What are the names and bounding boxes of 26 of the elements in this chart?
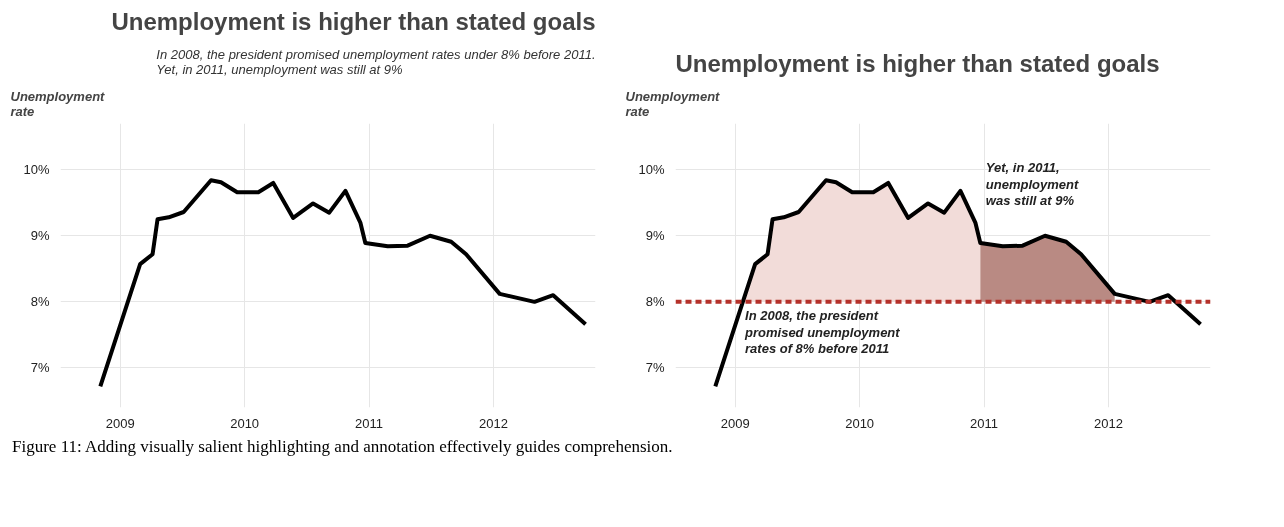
y-tick-label: 9% (645, 228, 665, 244)
x-tick-label: 2011 (970, 415, 999, 431)
annotation: Yet, in 2011, unemployment was still at 9% (985, 160, 1079, 209)
x-tick-label: 2012 (479, 415, 508, 431)
y-tick-label: 10% (23, 162, 50, 178)
y-tick-label: 7% (30, 360, 50, 376)
chart-title: Unemployment is higher than stated goals (675, 49, 1160, 77)
y-tick-label: 7% (645, 360, 665, 376)
y-tick-label: 8% (30, 294, 50, 310)
y-tick-label: 10% (638, 162, 665, 178)
x-tick-label: 2009 (105, 415, 135, 431)
chart-title: Unemployment is higher than stated goals (111, 7, 596, 35)
line-series (713, 178, 1203, 389)
annotation: In 2008, the president promised unemployment rates of 8% before 2011 (744, 308, 901, 357)
x-tick-label: 2010 (845, 415, 875, 431)
line-series (98, 178, 588, 389)
y-axis-title: Unemployment rate (10, 88, 106, 119)
x-tick-label: 2012 (1094, 415, 1123, 431)
x-tick-label: 2011 (355, 415, 384, 431)
chart-subtitle: In 2008, the president promised unemployment rates under 8% before 2011. Yet, in 2011, unemployment was still at 9% (156, 46, 596, 77)
x-tick-label: 2010 (230, 415, 260, 431)
caption: Figure 11: Adding visually salient highlighting and annotation effectively guides comprehension. (12, 436, 673, 458)
y-tick-label: 8% (645, 294, 665, 310)
y-axis-title: Unemployment rate (625, 88, 721, 119)
y-tick-label: 9% (30, 228, 50, 244)
x-tick-label: 2009 (720, 415, 750, 431)
